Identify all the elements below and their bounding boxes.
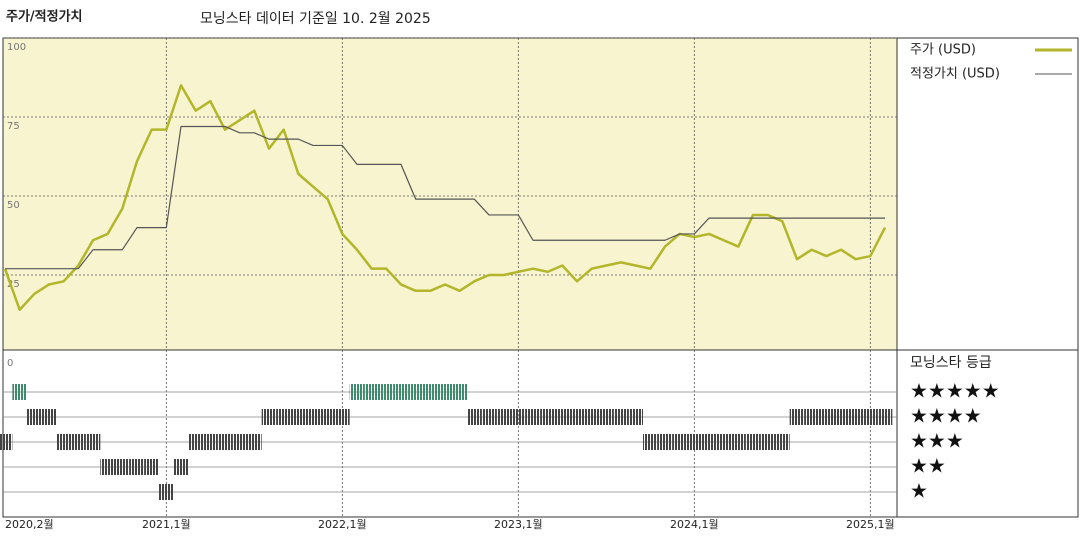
rating-label: ★★★★★ — [910, 379, 1000, 403]
rating-bar — [335, 409, 350, 425]
rating-bar — [452, 384, 467, 400]
x-tick-label: 2022,1월 — [318, 518, 367, 531]
rating-bar — [775, 434, 790, 450]
rating-bar — [467, 409, 482, 425]
rating-label: ★★ — [910, 454, 946, 478]
plot-background — [3, 38, 897, 350]
rating-bar — [584, 409, 599, 425]
rating-bar — [27, 409, 42, 425]
rating-bar — [115, 459, 130, 475]
legend-label: 주가 (USD) — [910, 43, 976, 58]
rating-bar — [789, 409, 805, 425]
rating-bar — [349, 384, 365, 400]
rating-bar — [481, 409, 497, 425]
rating-bar — [643, 434, 658, 450]
rating-bar — [276, 409, 291, 425]
rating-bar — [12, 384, 27, 400]
rating-bar — [701, 434, 717, 450]
rating-bar — [41, 409, 57, 425]
rating-bar — [657, 434, 673, 450]
legend-label: 적정가치 (USD) — [910, 67, 1000, 82]
rating-label: ★★★★ — [910, 404, 982, 428]
rating-bar — [511, 409, 526, 425]
x-tick-label: 2025,1월 — [846, 518, 895, 531]
rating-bar — [232, 434, 247, 450]
rating-bar — [848, 409, 863, 425]
y-tick-label: 50 — [7, 200, 20, 211]
chart-subtitle: 모닝스타 데이터 기준일 10. 2월 2025 — [200, 11, 431, 27]
y-tick-label: 25 — [7, 279, 20, 290]
rating-bar — [863, 409, 878, 425]
y-tick-label: 0 — [7, 358, 13, 369]
rating-bar — [188, 434, 203, 450]
y-tick-label: 100 — [7, 42, 26, 53]
rating-bar — [833, 409, 849, 425]
rating-bar — [379, 384, 394, 400]
rating-bar — [877, 409, 893, 425]
rating-bar — [613, 409, 629, 425]
rating-bar — [716, 434, 731, 450]
rating-bar — [408, 384, 423, 400]
ratings-title: 모닝스타 등급 — [910, 355, 992, 371]
rating-bar — [203, 434, 218, 450]
rating-bar — [56, 434, 71, 450]
rating-bar — [129, 459, 145, 475]
rating-bar — [760, 434, 775, 450]
rating-bar — [85, 434, 101, 450]
rating-bar — [217, 434, 233, 450]
rating-bar — [819, 409, 834, 425]
rating-bar — [393, 384, 409, 400]
rating-bar — [599, 409, 614, 425]
rating-bar — [364, 384, 379, 400]
rating-bar — [159, 484, 174, 500]
rating-bar — [687, 434, 702, 450]
rating-bar — [320, 409, 335, 425]
rating-bar — [261, 409, 277, 425]
series-line — [3, 84, 887, 312]
x-tick-label: 2023,1월 — [494, 518, 543, 531]
rating-bar — [423, 384, 438, 400]
chart-title: 주가/적정가치 — [6, 9, 83, 25]
rating-bar — [731, 434, 746, 450]
x-tick-label: 2024,1월 — [670, 518, 719, 531]
x-tick-label: 2021,1월 — [142, 518, 191, 531]
rating-bar — [804, 409, 819, 425]
rating-bar — [71, 434, 86, 450]
rating-bar — [525, 409, 541, 425]
rating-bar — [745, 434, 761, 450]
rating-label: ★★★ — [910, 429, 964, 453]
rating-bar — [144, 459, 159, 475]
rating-bar — [437, 384, 453, 400]
x-tick-label: 2020,2월 — [5, 518, 54, 531]
rating-bar — [247, 434, 262, 450]
rating-bar — [496, 409, 511, 425]
rating-bar — [540, 409, 555, 425]
series-line — [5, 125, 885, 270]
rating-bar — [0, 434, 13, 450]
rating-bar — [555, 409, 570, 425]
rating-bar — [628, 409, 643, 425]
rating-bar — [100, 459, 115, 475]
rating-label: ★ — [910, 479, 928, 503]
rating-bar — [173, 459, 189, 475]
rating-bar — [569, 409, 585, 425]
rating-bar — [291, 409, 306, 425]
rating-bar — [305, 409, 321, 425]
y-tick-label: 75 — [7, 121, 20, 132]
rating-bar — [672, 434, 687, 450]
